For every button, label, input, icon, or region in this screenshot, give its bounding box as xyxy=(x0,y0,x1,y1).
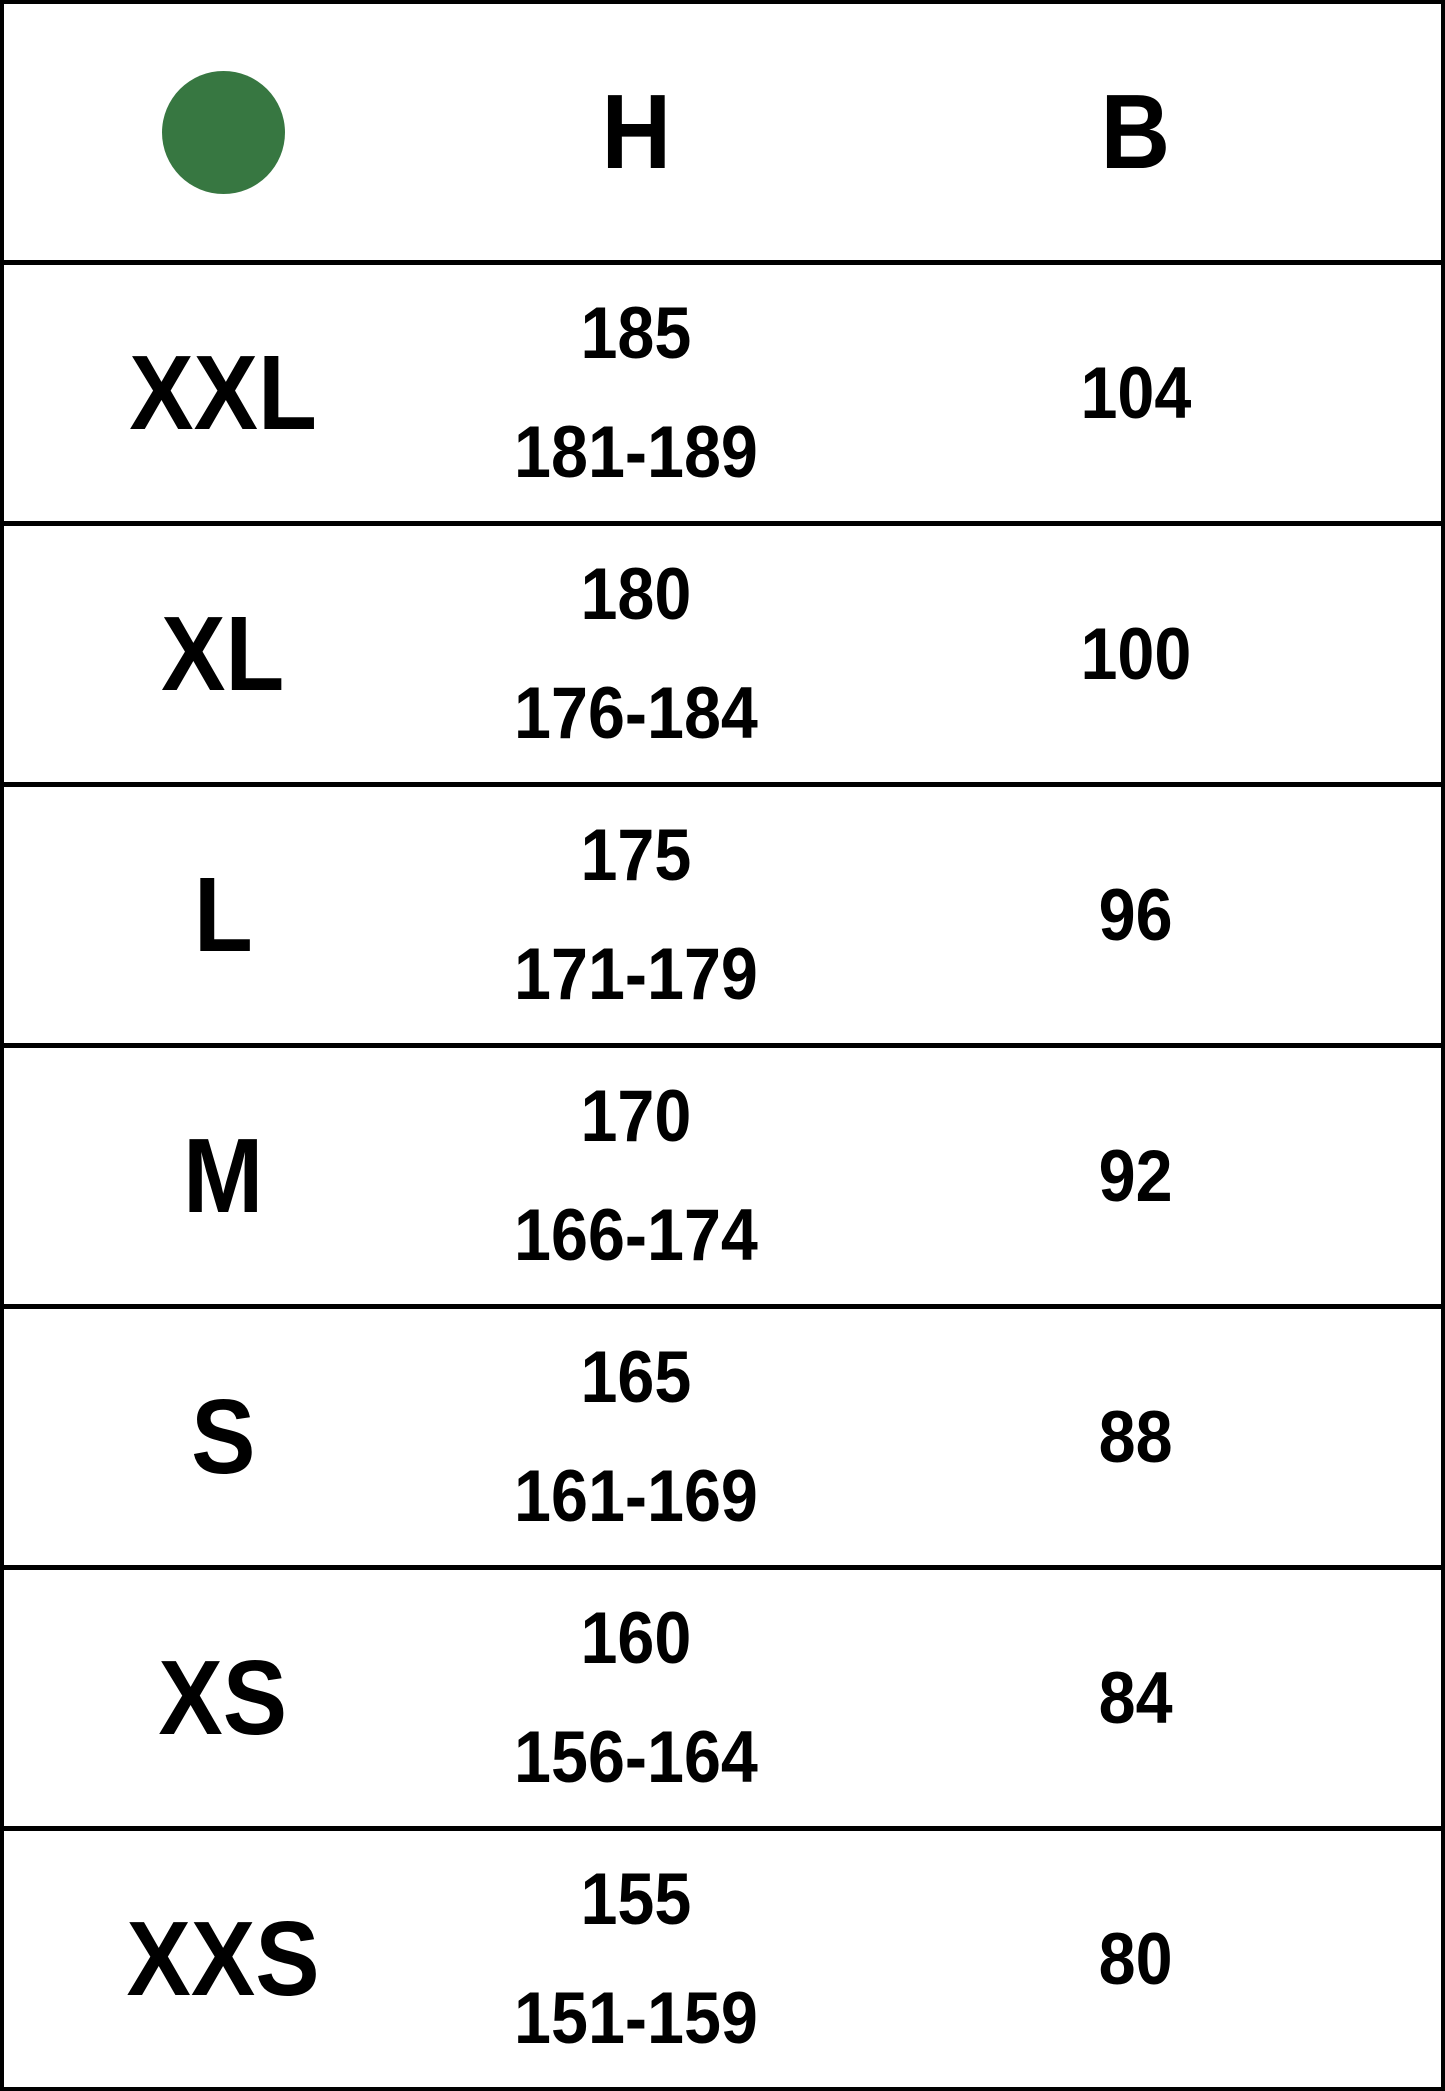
height-cell: 160 156-164 xyxy=(442,1570,830,1826)
size-cell: XXS xyxy=(4,1831,442,2087)
bust-value: 80 xyxy=(1098,1918,1173,2000)
height-cell: 170 166-174 xyxy=(442,1048,830,1304)
column-header-b: B xyxy=(1100,73,1171,191)
column-header-h: H xyxy=(601,73,672,191)
bust-cell: 88 xyxy=(830,1309,1441,1565)
height-avg-value: 165 xyxy=(580,1337,692,1418)
height-cell: 165 161-169 xyxy=(442,1309,830,1565)
height-range-value: 161-169 xyxy=(514,1456,759,1537)
column-header-h-cell: H xyxy=(442,4,830,260)
table-row: XXS 155 151-159 80 xyxy=(4,1826,1441,2087)
header-row: H B xyxy=(4,4,1441,260)
size-label: XL xyxy=(161,595,285,713)
height-range-value: 181-189 xyxy=(514,412,759,493)
size-label: XS xyxy=(158,1639,288,1757)
bust-value: 104 xyxy=(1080,352,1192,434)
green-circle-icon xyxy=(161,70,285,194)
table-row: M 170 166-174 92 xyxy=(4,1043,1441,1304)
height-cell: 175 171-179 xyxy=(442,787,830,1043)
table-row: XXL 185 181-189 104 xyxy=(4,260,1441,521)
height-range-value: 166-174 xyxy=(514,1195,759,1276)
height-cell: 155 151-159 xyxy=(442,1831,830,2087)
bust-cell: 100 xyxy=(830,526,1441,782)
height-cell: 185 181-189 xyxy=(442,265,830,521)
size-label: M xyxy=(182,1117,264,1235)
bust-cell: 84 xyxy=(830,1570,1441,1826)
height-avg-value: 175 xyxy=(580,815,692,896)
height-avg-value: 185 xyxy=(580,293,692,374)
bust-value: 100 xyxy=(1080,613,1192,695)
height-range-value: 176-184 xyxy=(514,673,759,754)
height-avg-value: 180 xyxy=(580,554,692,635)
size-cell: L xyxy=(4,787,442,1043)
size-cell: XS xyxy=(4,1570,442,1826)
size-cell: M xyxy=(4,1048,442,1304)
bust-value: 96 xyxy=(1098,874,1173,956)
size-cell: S xyxy=(4,1309,442,1565)
height-range-value: 151-159 xyxy=(514,1978,759,2059)
size-label: S xyxy=(190,1378,256,1496)
height-avg-value: 155 xyxy=(580,1859,692,1940)
table-row: XL 180 176-184 100 xyxy=(4,521,1441,782)
bust-value: 88 xyxy=(1098,1396,1173,1478)
size-cell: XXL xyxy=(4,265,442,521)
size-label: XXL xyxy=(129,334,317,452)
bust-cell: 104 xyxy=(830,265,1441,521)
size-label: L xyxy=(193,856,253,974)
height-avg-value: 160 xyxy=(580,1598,692,1679)
bust-cell: 92 xyxy=(830,1048,1441,1304)
height-avg-value: 170 xyxy=(580,1076,692,1157)
bust-value: 84 xyxy=(1098,1657,1173,1739)
table-row: XS 160 156-164 84 xyxy=(4,1565,1441,1826)
height-cell: 180 176-184 xyxy=(442,526,830,782)
table-row: L 175 171-179 96 xyxy=(4,782,1441,1043)
bust-cell: 96 xyxy=(830,787,1441,1043)
height-range-value: 156-164 xyxy=(514,1717,759,1798)
size-label: XXS xyxy=(126,1900,320,2018)
table-row: S 165 161-169 88 xyxy=(4,1304,1441,1565)
header-icon-cell xyxy=(4,4,442,260)
bust-value: 92 xyxy=(1098,1135,1173,1217)
bust-cell: 80 xyxy=(830,1831,1441,2087)
height-range-value: 171-179 xyxy=(514,934,759,1015)
size-cell: XL xyxy=(4,526,442,782)
column-header-b-cell: B xyxy=(830,4,1441,260)
